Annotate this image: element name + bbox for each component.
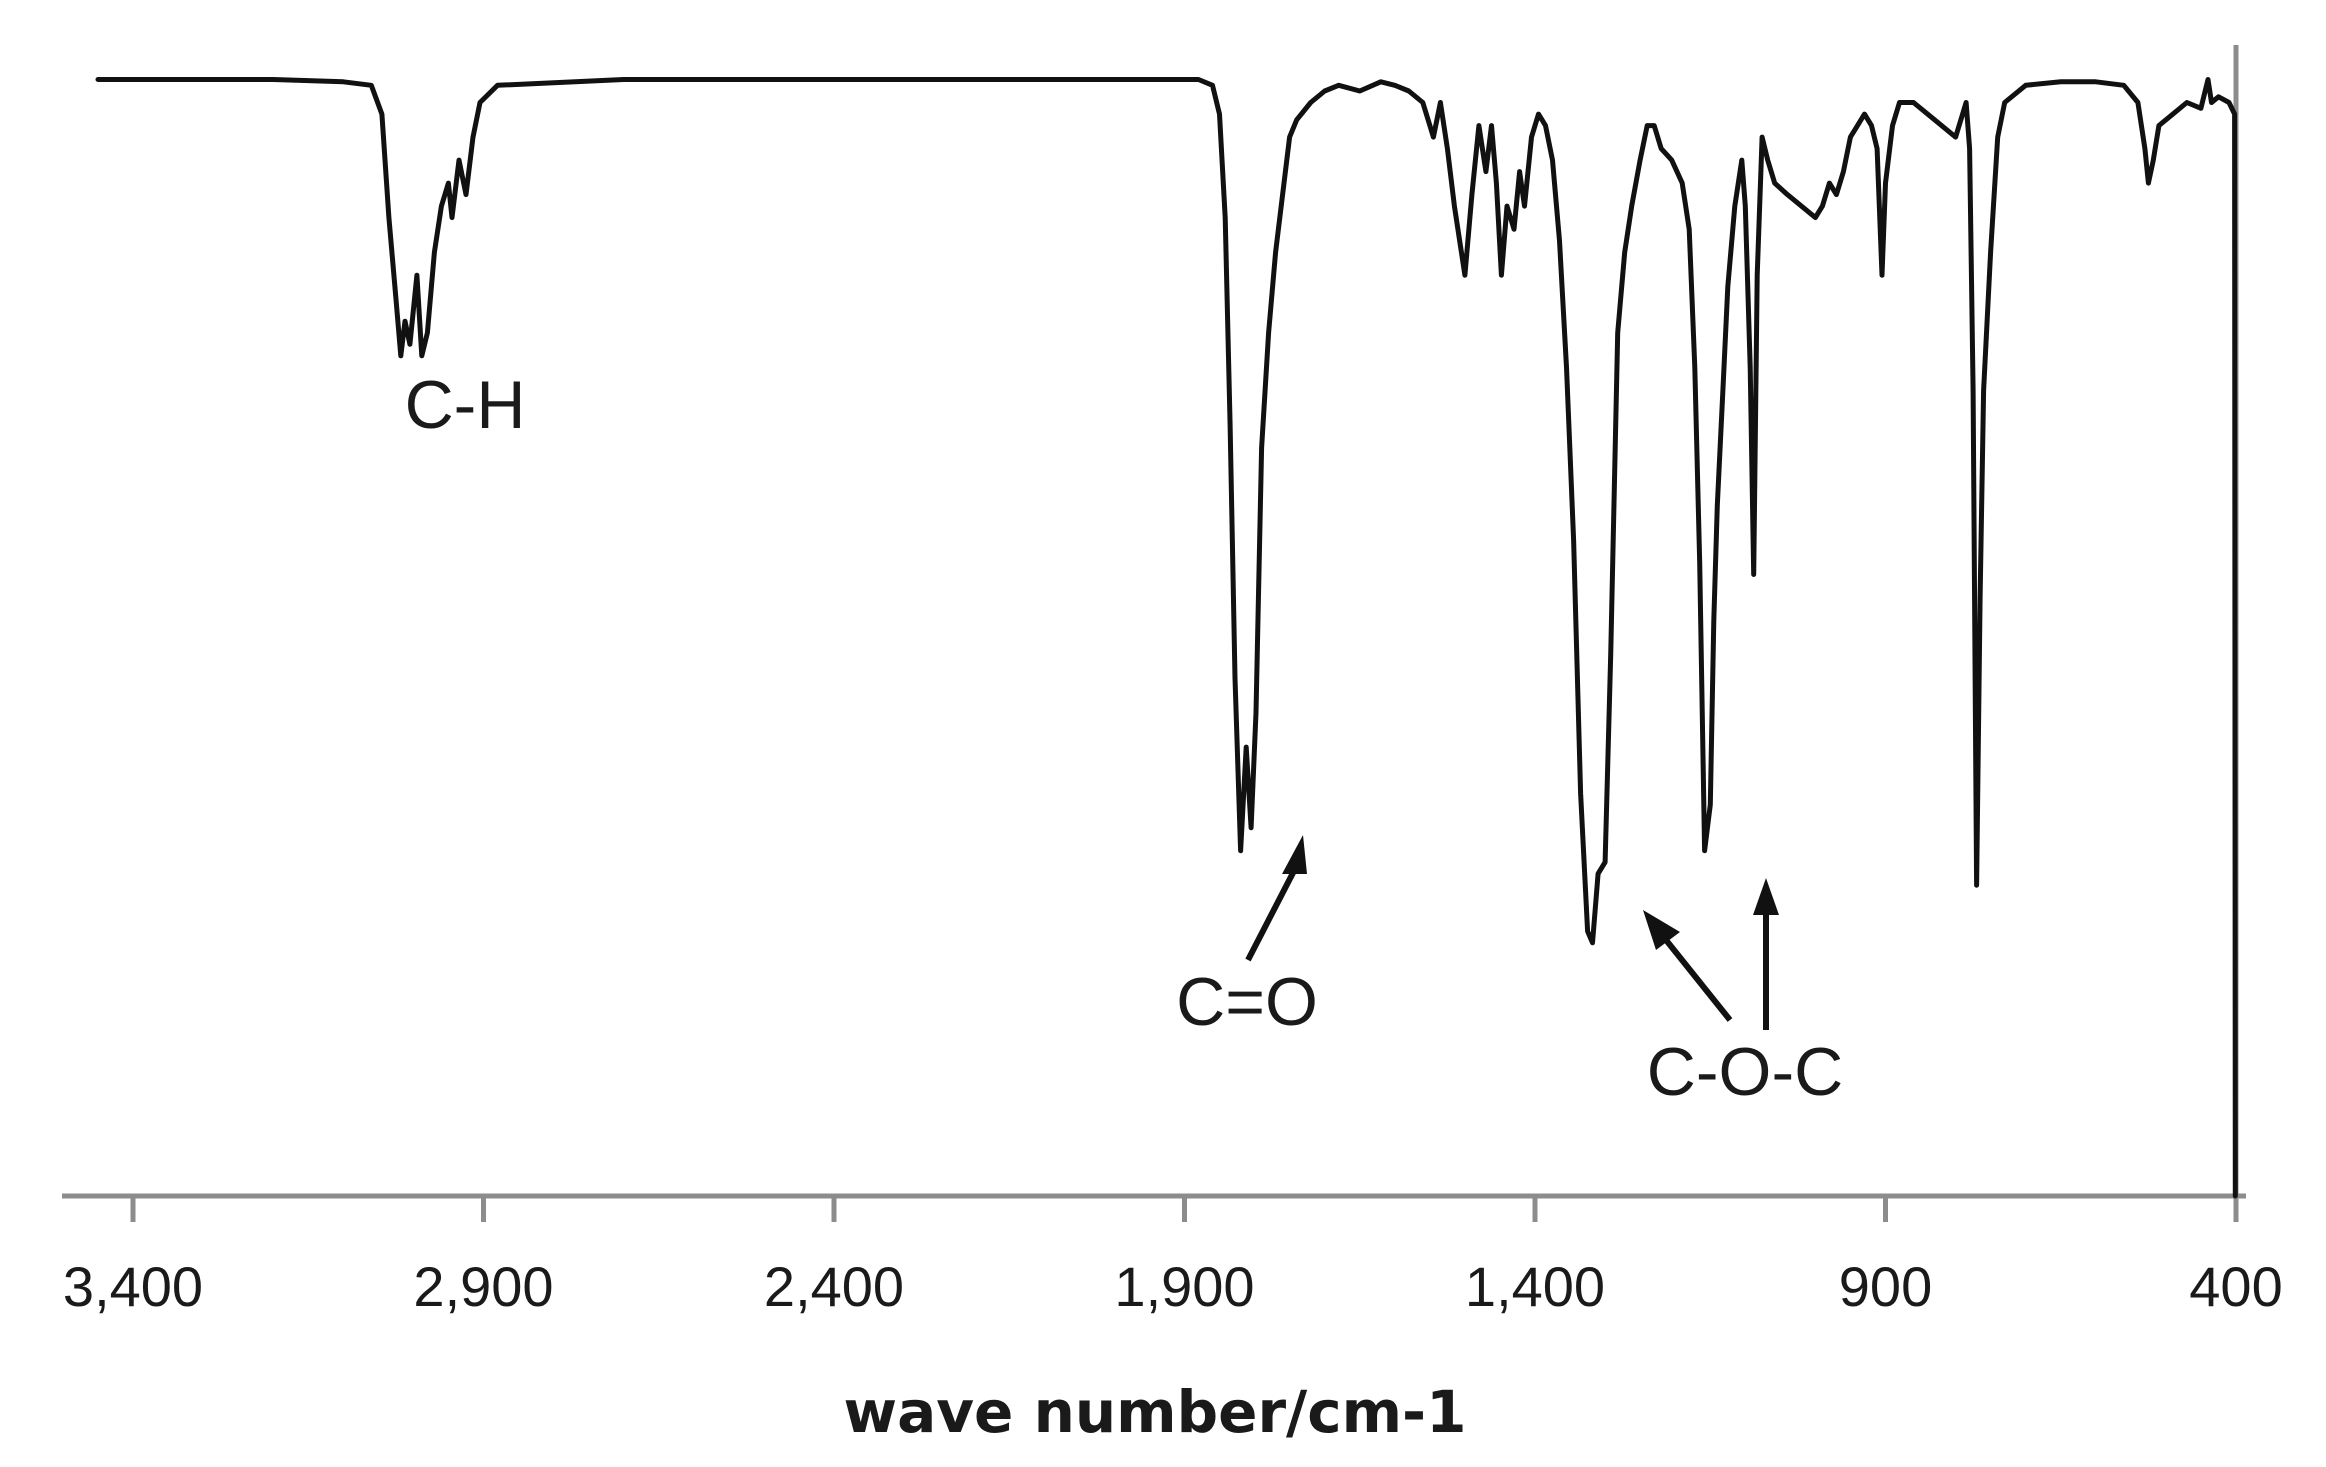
x-tick-label: 2,900 [413, 1255, 553, 1318]
arrow-c-o [1245, 865, 1299, 962]
x-tick-label: 2,400 [764, 1255, 904, 1318]
x-tick-label: 900 [1839, 1255, 1932, 1318]
x-tick-label: 1,900 [1114, 1255, 1254, 1318]
x-tick-label: 1,400 [1465, 1255, 1605, 1318]
x-axis-title: wave number/cm-1 [844, 1378, 1467, 1446]
annotation-c-o: C=O [1176, 964, 1318, 1040]
x-tick-label: 3,400 [63, 1255, 203, 1318]
annotation-c-o-c: C-O-C [1647, 1034, 1843, 1110]
arrow-c-o-c-left [1659, 933, 1733, 1022]
arrow-c-o-head [1282, 835, 1307, 874]
arrow-c-o-c-right-head [1753, 878, 1779, 915]
arrow-c-o-c-left-head [1643, 910, 1680, 950]
x-tick-label: 400 [2189, 1255, 2282, 1318]
spectrum-line [95, 77, 2238, 1199]
annotation-c-h: C-H [405, 367, 526, 443]
x-axis-ticks: 3,400 2,900 2,400 1,900 1,400 900 400 [63, 1196, 2283, 1318]
